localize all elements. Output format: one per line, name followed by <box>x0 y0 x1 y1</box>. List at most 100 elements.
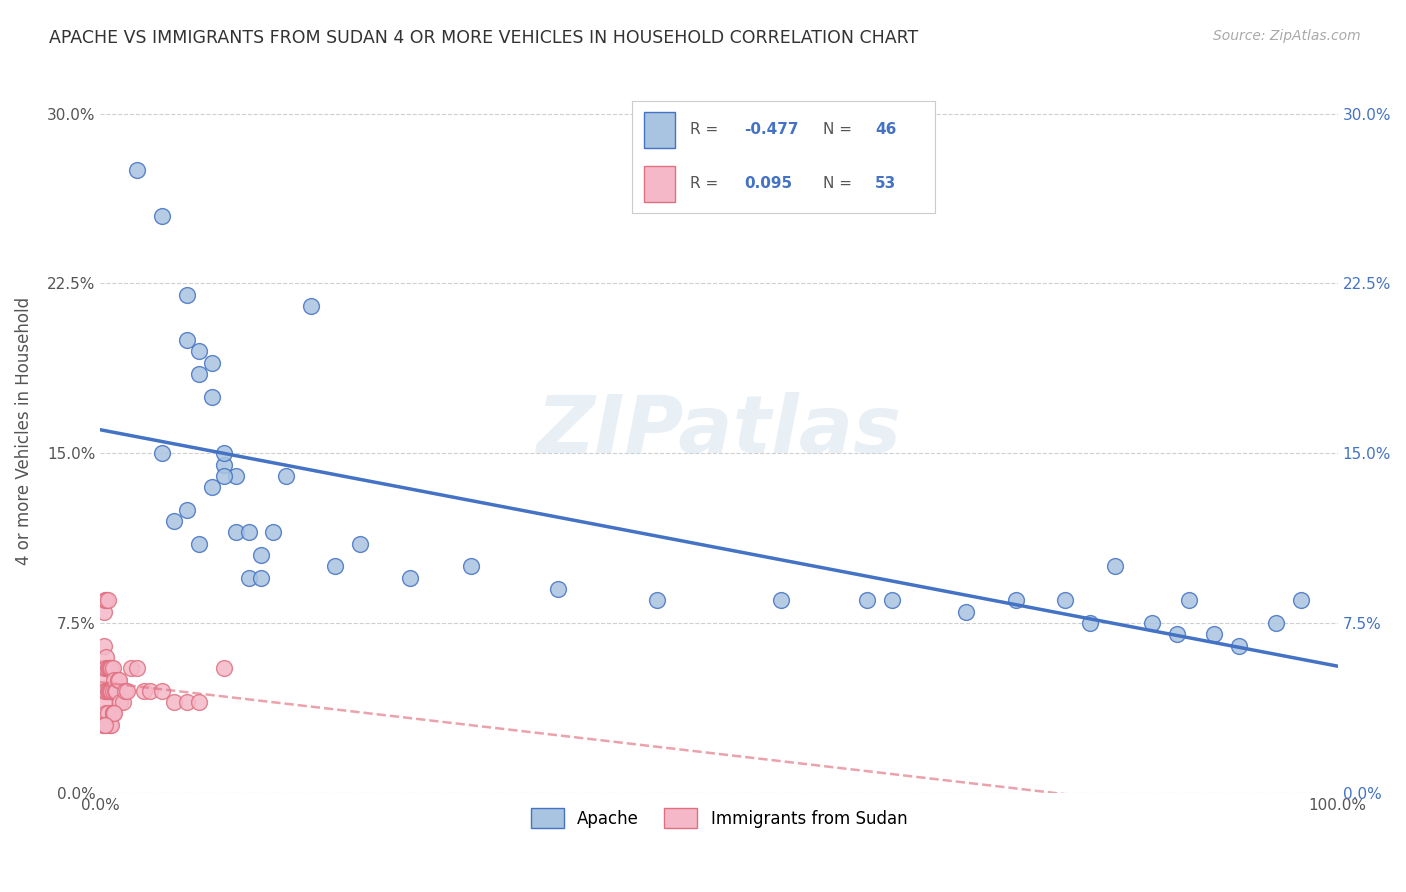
Legend: Apache, Immigrants from Sudan: Apache, Immigrants from Sudan <box>524 801 914 835</box>
Point <box>101 706 124 721</box>
Point <box>97 683 120 698</box>
Point <box>212 458 235 472</box>
Text: Source: ZipAtlas.com: Source: ZipAtlas.com <box>1213 29 1361 43</box>
Point <box>103 673 125 687</box>
Point <box>93 695 115 709</box>
Point <box>150 446 173 460</box>
Point <box>108 695 131 709</box>
Point <box>94 593 117 607</box>
Point <box>150 209 173 223</box>
Point <box>201 480 224 494</box>
Point <box>250 571 273 585</box>
Point <box>856 593 879 607</box>
Point <box>150 683 173 698</box>
Point <box>1227 639 1250 653</box>
Point <box>955 605 977 619</box>
Text: ZIPatlas: ZIPatlas <box>537 392 901 469</box>
Point <box>645 593 668 607</box>
Point <box>325 559 347 574</box>
Point <box>769 593 792 607</box>
Point <box>274 468 297 483</box>
Point <box>108 673 131 687</box>
Point <box>225 525 247 540</box>
Point <box>94 661 117 675</box>
Point <box>94 683 117 698</box>
Point <box>98 683 121 698</box>
Point <box>188 367 211 381</box>
Point <box>188 695 211 709</box>
Text: APACHE VS IMMIGRANTS FROM SUDAN 4 OR MORE VEHICLES IN HOUSEHOLD CORRELATION CHAR: APACHE VS IMMIGRANTS FROM SUDAN 4 OR MOR… <box>49 29 918 46</box>
Point <box>132 683 155 698</box>
Point <box>97 661 120 675</box>
Point <box>163 695 186 709</box>
Y-axis label: 4 or more Vehicles in Household: 4 or more Vehicles in Household <box>15 296 32 565</box>
Point <box>1140 615 1163 630</box>
Point <box>91 683 114 698</box>
Point <box>201 390 224 404</box>
Point <box>96 683 118 698</box>
Point <box>176 695 198 709</box>
Point <box>107 673 129 687</box>
Point <box>176 333 198 347</box>
Point <box>1078 615 1101 630</box>
Point <box>105 683 128 698</box>
Point <box>398 571 420 585</box>
Point <box>98 718 121 732</box>
Point <box>882 593 904 607</box>
Point <box>212 468 235 483</box>
Point <box>100 661 122 675</box>
Point <box>201 356 224 370</box>
Point <box>176 503 198 517</box>
Point <box>91 718 114 732</box>
Point <box>120 661 142 675</box>
Point <box>225 468 247 483</box>
Point <box>212 661 235 675</box>
Point <box>97 593 120 607</box>
Point <box>103 706 125 721</box>
Point <box>1264 615 1286 630</box>
Point <box>238 525 260 540</box>
Point <box>460 559 482 574</box>
Point <box>1178 593 1201 607</box>
Point <box>1289 593 1312 607</box>
Point <box>263 525 285 540</box>
Point <box>349 537 371 551</box>
Point <box>111 695 134 709</box>
Point <box>1104 559 1126 574</box>
Point <box>97 661 120 675</box>
Point <box>104 683 127 698</box>
Point <box>114 683 136 698</box>
Point <box>97 706 120 721</box>
Point <box>101 706 124 721</box>
Point <box>98 661 121 675</box>
Point <box>250 548 273 562</box>
Point <box>139 683 162 698</box>
Point <box>100 718 122 732</box>
Point <box>93 605 115 619</box>
Point <box>212 446 235 460</box>
Point <box>93 673 115 687</box>
Point <box>188 344 211 359</box>
Point <box>93 639 115 653</box>
Point <box>127 163 149 178</box>
Point <box>188 537 211 551</box>
Point <box>100 683 122 698</box>
Point <box>1166 627 1188 641</box>
Point <box>299 299 322 313</box>
Point <box>93 718 115 732</box>
Point <box>97 683 120 698</box>
Point <box>96 649 118 664</box>
Point <box>117 683 139 698</box>
Point <box>547 582 569 596</box>
Point <box>96 593 118 607</box>
Point <box>163 514 186 528</box>
Point <box>91 661 114 675</box>
Point <box>1005 593 1028 607</box>
Point <box>1202 627 1225 641</box>
Point <box>97 718 120 732</box>
Point <box>101 683 124 698</box>
Point <box>96 661 118 675</box>
Point <box>127 661 149 675</box>
Point <box>238 571 260 585</box>
Point <box>94 718 117 732</box>
